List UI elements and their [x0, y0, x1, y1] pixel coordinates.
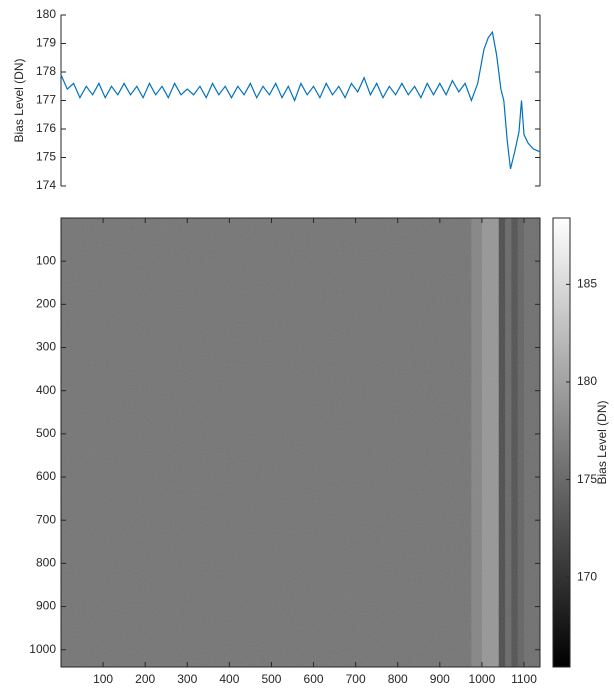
- y-tick-label: 200: [36, 297, 56, 311]
- y-tick-label: 1000: [29, 642, 56, 656]
- image-noise: [61, 218, 540, 667]
- y-tick-label: 177: [36, 93, 56, 107]
- x-tick-label: 300: [177, 672, 197, 686]
- x-tick-label: 700: [346, 672, 366, 686]
- y-tick-label: 176: [36, 121, 56, 135]
- y-tick-label: 174: [36, 178, 56, 192]
- x-tick-label: 400: [219, 672, 239, 686]
- image: [61, 218, 540, 667]
- x-tick-label: 900: [430, 672, 450, 686]
- y-tick-label: 900: [36, 599, 56, 613]
- x-tick-label: 200: [135, 672, 155, 686]
- colorbar-tick-label: 185: [577, 277, 597, 291]
- x-tick-label: 500: [261, 672, 281, 686]
- y-axis-label: Bias Level (DN): [12, 58, 26, 142]
- y-tick-label: 100: [36, 253, 56, 267]
- x-tick-label: 100: [93, 672, 113, 686]
- x-tick-label: 1100: [511, 672, 537, 686]
- x-tick-label: 1000: [469, 672, 496, 686]
- y-tick-label: 178: [36, 64, 56, 78]
- y-tick-label: 700: [36, 512, 56, 526]
- y-tick-label: 175: [36, 150, 56, 164]
- y-tick-label: 500: [36, 426, 56, 440]
- y-tick-label: 800: [36, 556, 56, 570]
- y-tick-label: 300: [36, 340, 56, 354]
- y-tick-label: 400: [36, 383, 56, 397]
- data-line: [60, 30, 541, 170]
- colorbar-tick-label: 170: [577, 569, 597, 583]
- x-tick-label: 800: [388, 672, 408, 686]
- colorbar-tick-label: 180: [577, 374, 597, 388]
- x-tick-label: 600: [304, 672, 324, 686]
- axes-box: [60, 217, 541, 668]
- colorbar-label: Bias Level (DN): [595, 400, 609, 484]
- colorbar: [552, 217, 571, 668]
- y-tick-label: 179: [36, 36, 56, 50]
- y-tick-label: 600: [36, 469, 56, 483]
- colorbar-tick-label: 175: [577, 472, 597, 486]
- y-tick-label: 180: [36, 7, 56, 21]
